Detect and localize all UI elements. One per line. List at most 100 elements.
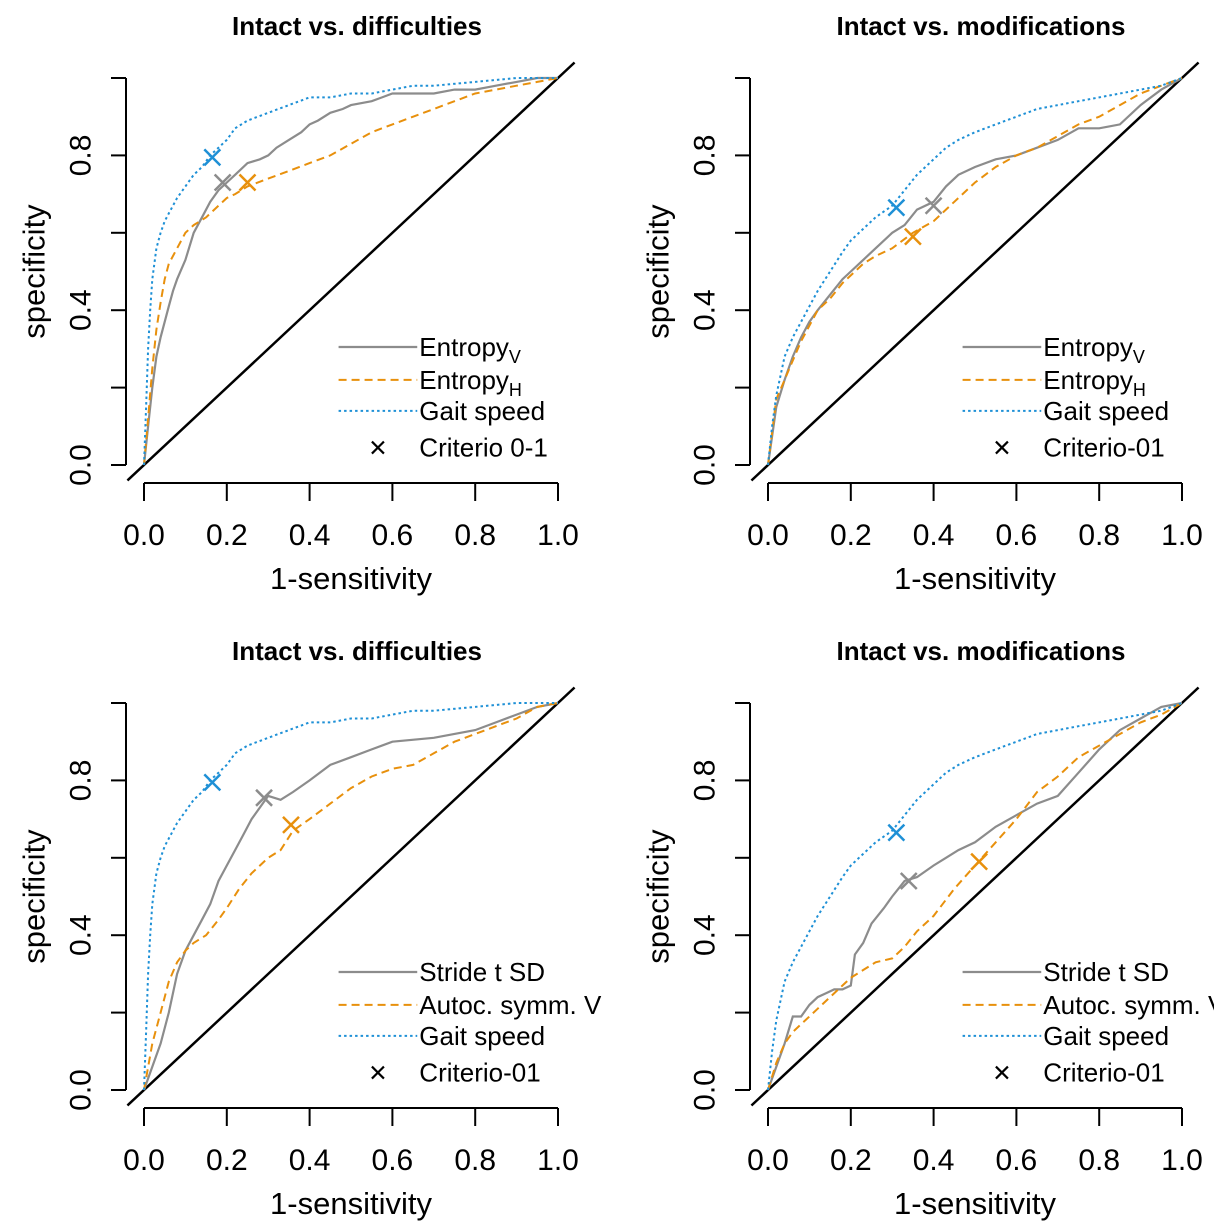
roc-curve-grey bbox=[766, 77, 1183, 466]
legend-label: EntropyV bbox=[1043, 332, 1145, 367]
legend-label-criterion: Criterio 0-1 bbox=[419, 433, 548, 463]
roc-curve-grey bbox=[142, 701, 559, 1091]
y-axis-label: specificity bbox=[17, 204, 52, 339]
y-tick-label: 0.4 bbox=[65, 289, 98, 331]
legend-label-criterion: Criterio-01 bbox=[1043, 433, 1164, 463]
legend-label: Gait speed bbox=[419, 1021, 545, 1051]
roc-curve-orange bbox=[143, 702, 559, 1091]
roc-curve-blue bbox=[767, 702, 1183, 1091]
x-tick-label: 0.6 bbox=[996, 1144, 1038, 1177]
legend-label: Autoc. symm. V bbox=[419, 990, 602, 1020]
x-axis-label: 1-sensitivity bbox=[894, 561, 1056, 596]
criterion-marker-orange bbox=[970, 852, 989, 871]
y-tick-label: 0.0 bbox=[65, 1069, 98, 1111]
legend-label: Stride t SD bbox=[1043, 957, 1169, 987]
x-tick-label: 0.2 bbox=[206, 519, 248, 552]
roc-curve-blue bbox=[143, 702, 558, 1091]
roc-curve-orange bbox=[143, 77, 559, 466]
x-tick-label: 1.0 bbox=[1161, 1144, 1203, 1177]
y-tick-label: 0.0 bbox=[689, 444, 722, 486]
x-tick-label: 0.0 bbox=[123, 519, 165, 552]
legend-criterion-marker bbox=[995, 1065, 1009, 1080]
x-tick-label: 0.6 bbox=[372, 1144, 414, 1177]
x-tick-label: 0.4 bbox=[289, 1144, 331, 1177]
x-tick-label: 0.2 bbox=[206, 1144, 248, 1177]
criterion-marker-blue bbox=[203, 148, 222, 167]
x-tick-label: 0.4 bbox=[913, 519, 955, 552]
x-tick-label: 0.0 bbox=[123, 1144, 165, 1177]
legend-criterion-marker bbox=[995, 440, 1009, 455]
x-tick-label: 0.8 bbox=[1078, 1144, 1120, 1177]
chance-diagonal-line bbox=[750, 686, 1200, 1107]
roc-curve-orange bbox=[767, 77, 1183, 466]
x-tick-label: 0.6 bbox=[996, 519, 1038, 552]
legend-label: Gait speed bbox=[1043, 396, 1169, 426]
x-tick-label: 0.6 bbox=[372, 519, 414, 552]
y-tick-label: 0.0 bbox=[65, 444, 98, 486]
criterion-marker-orange bbox=[238, 173, 257, 192]
roc-curve-grey bbox=[142, 76, 558, 466]
criterion-marker-grey bbox=[924, 196, 943, 215]
x-tick-label: 0.0 bbox=[747, 1144, 789, 1177]
y-axis-label: specificity bbox=[17, 829, 52, 964]
y-tick-label: 0.8 bbox=[65, 760, 98, 802]
roc-panel-4: Intact vs. modifications 0.0 0.4 0.8 0.0 0.2 0… bbox=[641, 636, 1214, 1221]
panel-title: Intact vs. modifications bbox=[837, 636, 1126, 666]
chance-diagonal-line bbox=[126, 61, 576, 482]
panel-title: Intact vs. difficulties bbox=[232, 11, 482, 41]
legend-label-criterion: Criterio-01 bbox=[1043, 1058, 1164, 1088]
x-tick-label: 0.8 bbox=[454, 519, 496, 552]
panel-title: Intact vs. difficulties bbox=[232, 636, 482, 666]
criterion-marker-orange bbox=[282, 816, 300, 834]
criterion-marker-orange bbox=[904, 227, 922, 246]
roc-curve-orange bbox=[767, 702, 1183, 1091]
y-axis-label: specificity bbox=[641, 829, 676, 964]
roc-curve-grey bbox=[766, 701, 1183, 1091]
roc-panel-3: Intact vs. difficulties 0.0 0.4 0.8 0.0 0.2 0.… bbox=[17, 636, 603, 1221]
legend-label: EntropyH bbox=[1043, 365, 1146, 400]
legend-criterion-marker bbox=[371, 1065, 385, 1080]
y-tick-label: 0.0 bbox=[689, 1069, 722, 1111]
y-tick-label: 0.8 bbox=[689, 135, 722, 177]
y-tick-label: 0.8 bbox=[689, 760, 722, 802]
legend-label: Stride t SD bbox=[419, 957, 545, 987]
legend-label: EntropyH bbox=[419, 365, 522, 400]
legend-label: EntropyV bbox=[419, 332, 521, 367]
y-tick-label: 0.4 bbox=[689, 914, 722, 956]
y-tick-label: 0.4 bbox=[689, 289, 722, 331]
x-tick-label: 0.4 bbox=[289, 519, 331, 552]
x-tick-label: 0.8 bbox=[454, 1144, 496, 1177]
y-tick-label: 0.8 bbox=[65, 135, 98, 177]
criterion-marker-grey bbox=[899, 872, 918, 890]
criterion-marker-grey bbox=[213, 173, 232, 192]
legend-criterion-marker bbox=[371, 440, 385, 455]
x-axis-label: 1-sensitivity bbox=[270, 561, 432, 596]
x-axis-label: 1-sensitivity bbox=[270, 1186, 432, 1221]
criterion-marker-blue bbox=[887, 198, 906, 217]
x-tick-label: 0.8 bbox=[1078, 519, 1120, 552]
chance-diagonal-line bbox=[750, 61, 1200, 482]
roc-curve-blue bbox=[143, 77, 558, 466]
panel-title: Intact vs. modifications bbox=[837, 11, 1126, 41]
legend-label: Gait speed bbox=[419, 396, 545, 426]
x-tick-label: 1.0 bbox=[1161, 519, 1203, 552]
x-tick-label: 0.4 bbox=[913, 1144, 955, 1177]
criterion-marker-blue bbox=[203, 773, 222, 792]
legend-label: Gait speed bbox=[1043, 1021, 1169, 1051]
x-tick-label: 0.2 bbox=[830, 519, 872, 552]
y-axis-label: specificity bbox=[641, 204, 676, 339]
roc-curve-blue bbox=[767, 77, 1183, 466]
criterion-marker-grey bbox=[255, 788, 273, 807]
legend-label: Autoc. symm. V bbox=[1043, 990, 1214, 1020]
criterion-marker-blue bbox=[887, 823, 906, 842]
x-axis-label: 1-sensitivity bbox=[894, 1186, 1056, 1221]
roc-panel-1: Intact vs. difficulties 0.0 0.4 0.8 0.0 0.2 0.… bbox=[17, 11, 579, 596]
roc-panel-2: Intact vs. modifications 0.0 0.4 0.8 0.0 0.2 0… bbox=[641, 11, 1203, 596]
x-tick-label: 0.0 bbox=[747, 519, 789, 552]
